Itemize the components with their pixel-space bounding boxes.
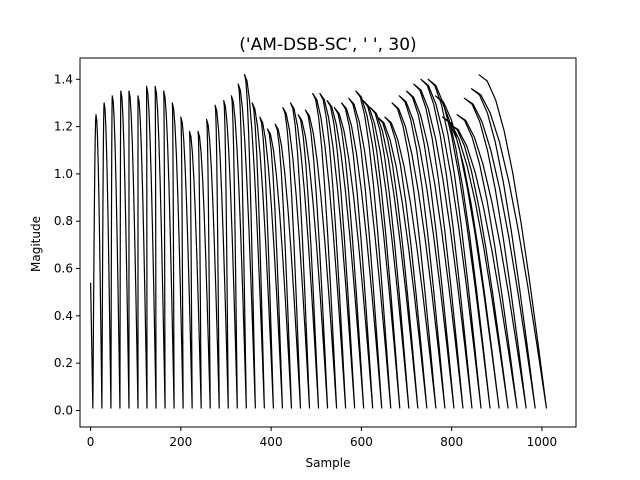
x-tick-label: 800 (440, 435, 463, 449)
y-tick-label: 0.0 (54, 403, 73, 417)
x-tick-label: 1000 (527, 435, 558, 449)
plot-area (90, 73, 548, 409)
y-tick-label: 1.2 (54, 120, 73, 134)
y-tick-label: 0.8 (54, 214, 73, 228)
x-tick-label: 0 (87, 435, 95, 449)
y-tick-label: 0.6 (54, 262, 73, 276)
y-tick-label: 0.2 (54, 356, 73, 370)
x-tick-label: 600 (350, 435, 373, 449)
y-axis-ticks: 0.0 0.2 0.4 0.6 0.8 1.0 1.2 1.4 (54, 72, 80, 417)
x-tick-label: 200 (169, 435, 192, 449)
y-tick-label: 1.0 (54, 167, 73, 181)
chart-title: ('AM-DSB-SC', ' ', 30) (239, 35, 416, 55)
x-tick-label: 400 (260, 435, 283, 449)
x-axis-label: Sample (306, 456, 351, 470)
axes-frame (79, 57, 577, 428)
y-axis-label: Magitude (29, 216, 43, 272)
y-tick-label: 0.4 (54, 309, 73, 323)
signal-series-line (90, 73, 548, 409)
y-tick-label: 1.4 (54, 72, 73, 86)
x-axis-ticks: 0 200 400 600 800 1000 (87, 427, 557, 449)
